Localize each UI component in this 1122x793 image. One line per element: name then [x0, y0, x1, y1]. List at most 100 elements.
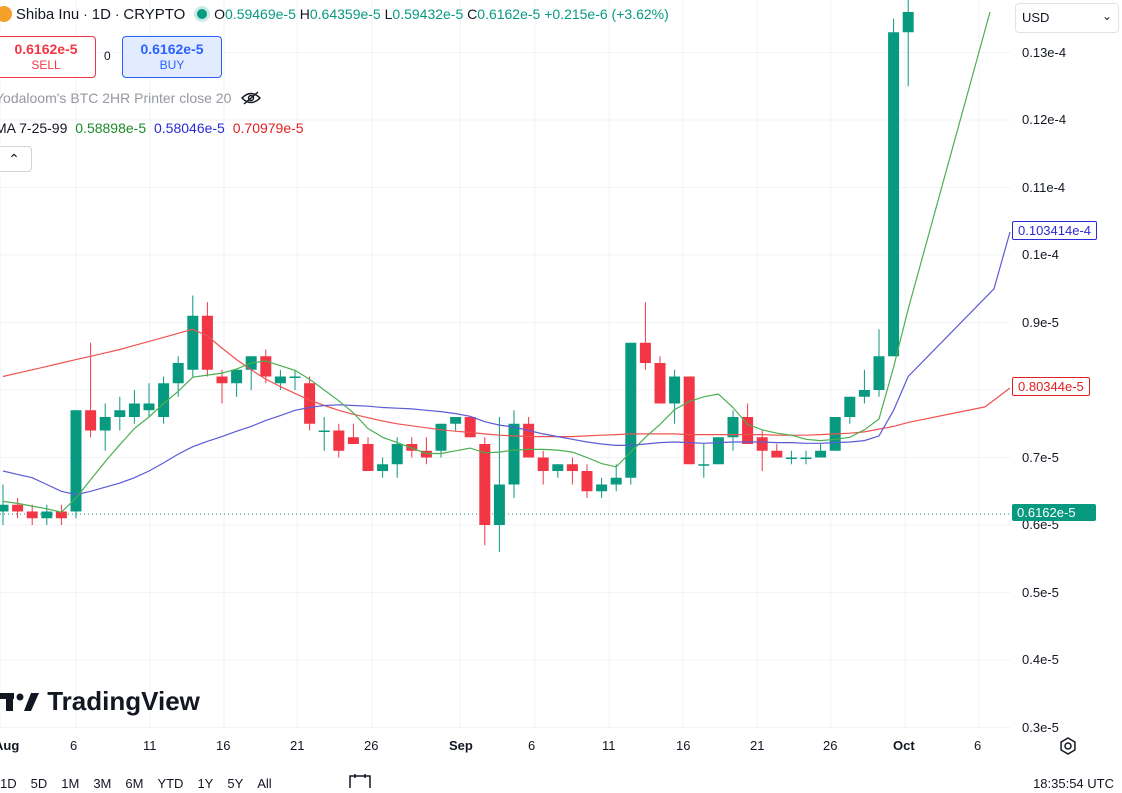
- buy-button[interactable]: 0.6162e-5 BUY: [122, 36, 222, 78]
- calendar-icon[interactable]: [349, 774, 371, 793]
- candle: [12, 498, 24, 519]
- range-button[interactable]: 1D: [0, 776, 17, 791]
- candle: [143, 383, 155, 417]
- range-button[interactable]: 5Y: [227, 776, 244, 791]
- candle-body: [858, 390, 870, 397]
- price-tick-label: 0.4e-5: [1022, 652, 1059, 667]
- candle: [128, 390, 140, 424]
- candle: [873, 329, 885, 397]
- candle: [158, 376, 170, 424]
- ma99-line: [2, 328, 1011, 438]
- candle-body: [902, 12, 914, 33]
- candle: [450, 417, 462, 431]
- chevron-down-icon: ⌄: [1101, 9, 1112, 23]
- candle: [756, 430, 768, 471]
- time-tick-label: 16: [216, 738, 231, 753]
- candle: [362, 437, 374, 471]
- candle-body: [304, 383, 316, 424]
- candle: [260, 349, 272, 384]
- currency-select[interactable]: USD ⌄: [1015, 3, 1119, 33]
- range-button[interactable]: YTD: [157, 776, 184, 791]
- range-button[interactable]: 5D: [30, 776, 48, 791]
- candle: [844, 396, 856, 424]
- tradingview-logo-icon: [0, 686, 47, 716]
- hidden-eye-icon[interactable]: [241, 90, 262, 106]
- low-label: L: [384, 6, 393, 22]
- candle: [888, 18, 900, 357]
- candle-body: [552, 464, 564, 471]
- change-value: +0.215e-6 (+3.62%): [544, 6, 669, 22]
- candle-body: [318, 430, 330, 432]
- candle-body: [26, 511, 38, 519]
- sell-label: SELL: [31, 58, 61, 72]
- range-selector[interactable]: 1D 5D 1M 3M 6M YTD 1Y 5Y All: [0, 776, 286, 791]
- candle-body: [756, 437, 768, 451]
- candle-body: [523, 423, 535, 458]
- chart-grid: [0, 0, 1010, 728]
- candle-body: [201, 315, 213, 370]
- price-tick-label: 0.5e-5: [1022, 584, 1059, 600]
- candle: [625, 342, 637, 485]
- time-tick-label: Aug: [0, 738, 20, 753]
- candle: [201, 302, 213, 377]
- sell-button[interactable]: 0.6162e-5 SELL: [0, 36, 96, 78]
- range-button[interactable]: 1Y: [197, 776, 214, 791]
- candle-body: [508, 423, 520, 485]
- buy-price: 0.6162e-5: [140, 41, 204, 57]
- script-title: Yodaloom's BTC 2HR Printer close 20: [0, 90, 232, 106]
- ma-label: MA 7-25-99: [0, 120, 68, 136]
- ma25-value: 0.58046e-5: [154, 120, 225, 136]
- candle: [771, 444, 783, 458]
- ma-legend[interactable]: MA 7-25-99 0.58898e-5 0.58046e-5 0.70979…: [0, 120, 304, 136]
- candle-body: [698, 464, 710, 466]
- time-tick-label: 26: [823, 738, 838, 753]
- candle: [712, 437, 724, 465]
- price-tick-label: 0.7e-5: [1022, 449, 1059, 465]
- candle: [596, 477, 608, 498]
- candle-body: [347, 437, 359, 444]
- price-tick-label: 0.3e-5: [1022, 719, 1059, 735]
- candle: [800, 450, 812, 465]
- candle: [669, 369, 681, 424]
- candle-body: [406, 444, 418, 451]
- time-tick-label: 6: [70, 738, 78, 753]
- symbol-legend[interactable]: Shiba Inu · 1D · CRYPTO O0.59469e-5 H0.6…: [0, 6, 669, 23]
- candle-body: [187, 315, 199, 370]
- range-button[interactable]: 3M: [93, 776, 112, 791]
- candle-body: [143, 403, 155, 411]
- range-button[interactable]: All: [257, 776, 272, 791]
- time-tick-label: 6: [528, 738, 536, 753]
- time-tick-label: 11: [602, 738, 616, 753]
- candle: [566, 457, 578, 485]
- ma7-value: 0.58898e-5: [75, 120, 147, 136]
- candle: [815, 444, 827, 458]
- candle-body: [683, 376, 695, 465]
- candle: [523, 417, 535, 458]
- candle-body: [85, 410, 97, 431]
- candle-body: [0, 504, 9, 512]
- candle: [683, 376, 695, 465]
- script-legend[interactable]: Yodaloom's BTC 2HR Printer close 20: [0, 90, 262, 106]
- time-tick-label: 6: [974, 738, 982, 753]
- candle: [610, 464, 622, 492]
- range-button[interactable]: 6M: [125, 776, 144, 791]
- range-button[interactable]: 1M: [61, 776, 80, 791]
- candle-body: [435, 423, 447, 451]
- chart-settings-icon[interactable]: [1058, 736, 1078, 761]
- tradingview-logo[interactable]: TradingView: [0, 686, 200, 717]
- close-label: C: [467, 6, 478, 22]
- candle: [216, 369, 228, 404]
- candle-body: [639, 342, 651, 363]
- time-tick-label: Sep: [449, 738, 473, 753]
- collapse-legend-button[interactable]: ⌃: [0, 146, 32, 172]
- candle-body: [128, 403, 140, 417]
- candle-body: [464, 417, 476, 438]
- candle: [537, 450, 549, 485]
- candle-body: [888, 32, 900, 357]
- candle-body: [844, 396, 856, 417]
- candle: [785, 450, 797, 465]
- candle: [172, 356, 184, 397]
- candle-body: [596, 484, 608, 492]
- time-tick-label: 21: [290, 738, 305, 753]
